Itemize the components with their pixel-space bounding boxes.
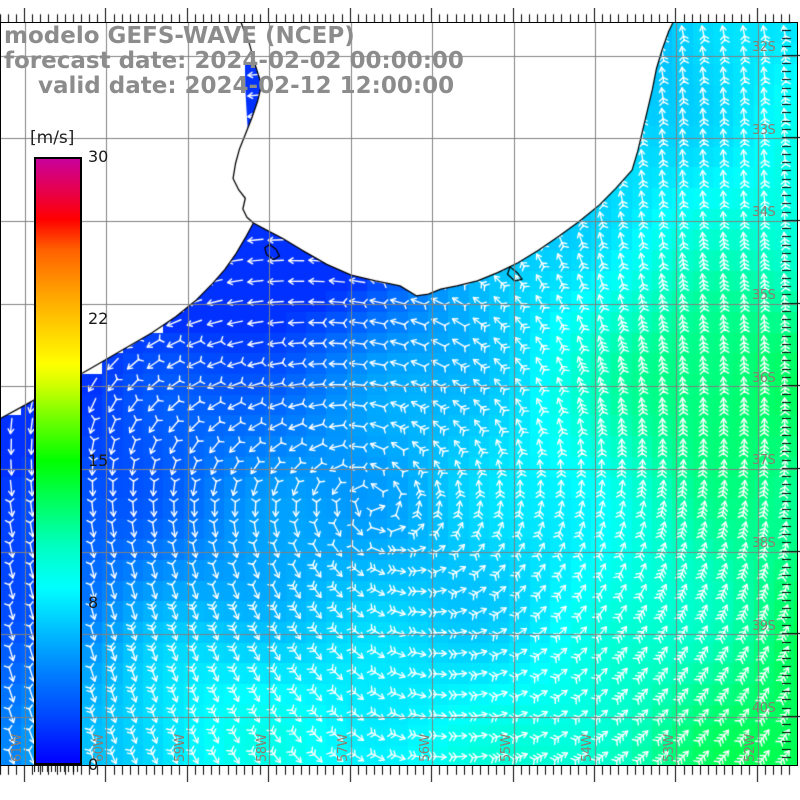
longitude-label: 54W bbox=[580, 734, 596, 762]
latitude-label: 37S bbox=[752, 453, 776, 469]
top-tick-axis bbox=[0, 8, 800, 22]
longitude-label: 55W bbox=[499, 734, 514, 762]
colorbar-tick-label: 15 bbox=[88, 451, 109, 470]
colorbar-legend: [m/s] 30 22 15 8 0 bbox=[22, 128, 132, 778]
longitude-label: 56W bbox=[417, 734, 433, 762]
longitude-label: 52W bbox=[743, 734, 759, 762]
longitude-label: 57W bbox=[336, 734, 352, 762]
colorbar-gradient bbox=[34, 157, 82, 765]
latitude-label: 32S bbox=[752, 40, 776, 56]
latitude-label: 38S bbox=[752, 536, 776, 552]
latitude-label: 36S bbox=[752, 370, 776, 386]
colorbar-tick-label: 8 bbox=[88, 592, 99, 612]
longitude-label: 53W bbox=[661, 734, 677, 762]
latitude-label: 39S bbox=[752, 618, 776, 634]
longitude-label: 59W bbox=[173, 734, 189, 762]
colorbar-units-label: [m/s] bbox=[30, 128, 75, 148]
colorbar-tick-label: 22 bbox=[88, 309, 109, 329]
latitude-label: 40S bbox=[752, 701, 776, 717]
longitude-label: 58W bbox=[254, 734, 270, 762]
latitude-label: 35S bbox=[752, 288, 776, 304]
right-tick-axis bbox=[782, 22, 800, 766]
latitude-label: 33S bbox=[752, 122, 776, 138]
bottom-tick-axis bbox=[0, 766, 800, 782]
graticule-layer bbox=[1, 23, 797, 765]
colorbar-tick-label: 30 bbox=[88, 147, 109, 166]
map-plot-area bbox=[0, 22, 798, 766]
colorbar-tick-marks bbox=[34, 765, 82, 773]
latitude-label: 34S bbox=[752, 205, 776, 221]
colorbar-tick-label: 0 bbox=[88, 755, 99, 774]
